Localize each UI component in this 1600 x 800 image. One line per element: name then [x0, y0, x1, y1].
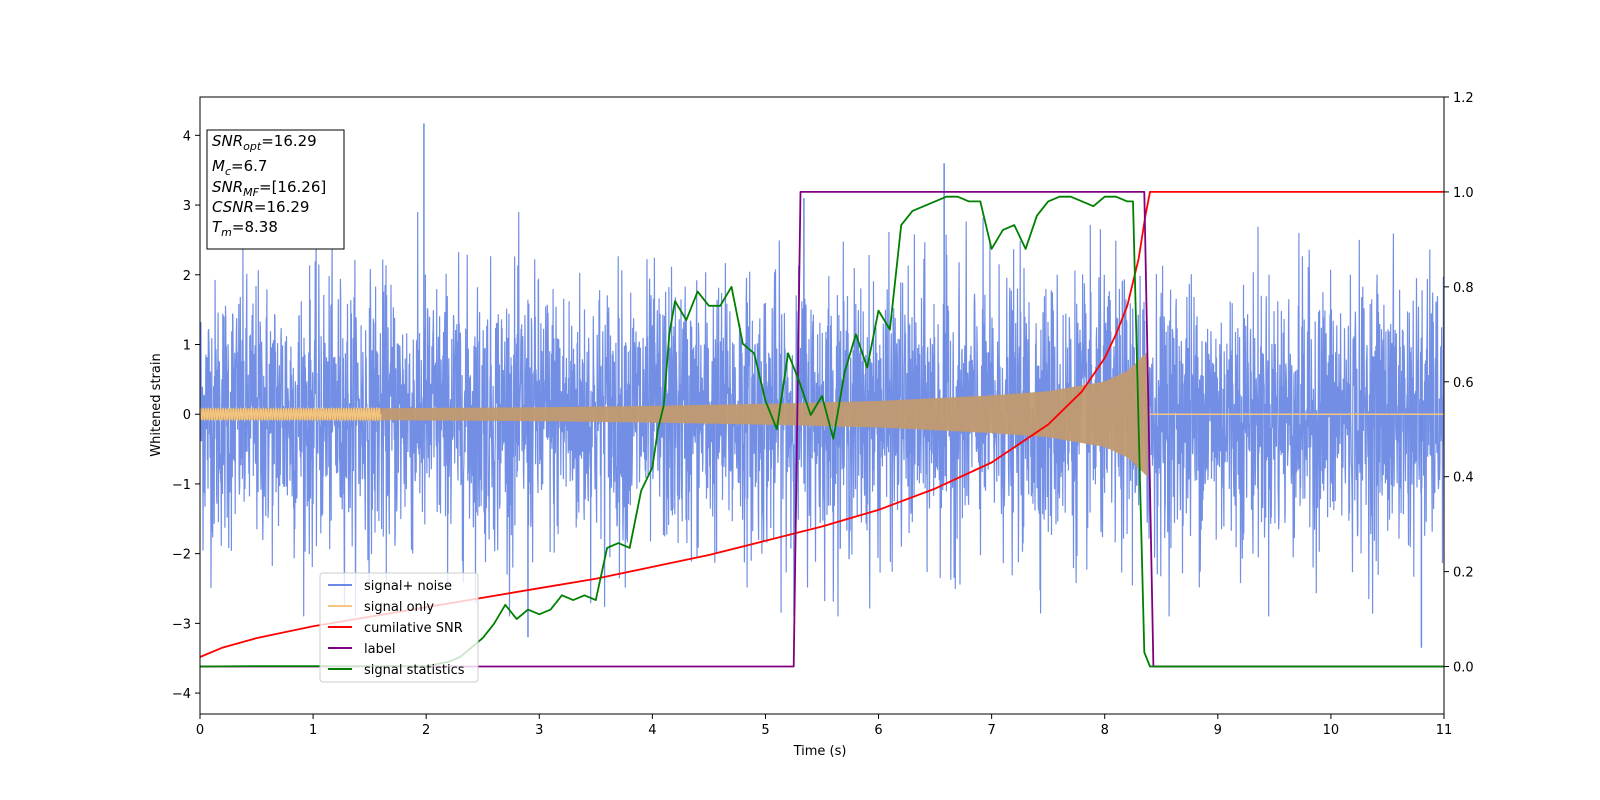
x-tick-label: 10: [1323, 723, 1340, 738]
legend-entry: label: [364, 642, 395, 657]
x-tick-label: 8: [1101, 723, 1109, 738]
y-left-tick-label: 3: [183, 199, 191, 214]
legend-entry: cumilative SNR: [364, 621, 463, 636]
signal-only-wave: [200, 406, 382, 423]
signal-only-series: [200, 351, 1444, 477]
legend-entry: signal only: [364, 600, 434, 615]
y-left-tick-label: 1: [183, 338, 191, 353]
x-tick-label: 11: [1436, 723, 1453, 738]
x-tick-label: 1: [309, 723, 317, 738]
y-right-tick-label: 1.2: [1453, 91, 1474, 106]
y-left-tick-label: −2: [172, 548, 191, 563]
y-axis-label: Whitened strain: [149, 353, 164, 456]
annotation-line: Mc=6.7: [212, 157, 267, 178]
y-right-axis-ticks: 0.0 0.2 0.4 0.6 0.8 1.0 1.2: [1444, 91, 1474, 676]
annotation-line: SNRopt=16.29: [212, 132, 317, 153]
plot-frame: [199, 96, 1445, 715]
y-left-tick-label: −4: [172, 687, 191, 702]
y-right-tick-label: 0.2: [1453, 566, 1474, 581]
y-left-tick-label: 2: [183, 269, 191, 284]
x-tick-label: 5: [761, 723, 769, 738]
x-axis-ticks: 0 1 2 3 4 5 6 7 8 9 10 11: [196, 714, 1452, 738]
x-axis-label: Time (s): [793, 744, 847, 759]
x-tick-label: 2: [422, 723, 430, 738]
legend: signal+ noise signal only cumilative SNR la…: [319, 572, 479, 683]
y-left-tick-label: 0: [183, 408, 191, 423]
signal-noise-line: [200, 211, 1444, 617]
signal-only-envelope: [200, 351, 1148, 477]
y-left-tick-label: −1: [172, 478, 191, 493]
plot-area: [200, 123, 1444, 668]
signal-statistics-series: [200, 195, 1444, 668]
annotation-box: SNRopt=16.29 Mc=6.7SNRMF=[16.26]CSNR=16.2…: [206, 129, 345, 250]
annotation-line: SNRMF=[16.26]: [212, 178, 326, 199]
legend-entry: signal statistics: [364, 663, 465, 678]
x-tick-label: 7: [987, 723, 995, 738]
y-right-tick-label: 0.4: [1453, 471, 1474, 486]
y-left-axis-ticks: −4 −3 −2 −1 0 1 2 3 4: [172, 129, 200, 702]
annotation-line: Tm=8.38: [212, 218, 278, 239]
y-right-tick-label: 0.8: [1453, 281, 1474, 296]
x-tick-label: 9: [1214, 723, 1222, 738]
annotation-line: CSNR=16.29: [212, 198, 309, 216]
y-right-tick-label: 0.0: [1453, 661, 1474, 676]
x-tick-label: 4: [648, 723, 656, 738]
x-tick-label: 0: [196, 723, 204, 738]
y-right-tick-label: 0.6: [1453, 376, 1474, 391]
signal-noise-series: [200, 123, 1444, 648]
legend-frame: [319, 572, 479, 683]
signal-statistics-line: [200, 195, 1444, 668]
legend-entry: signal+ noise: [364, 579, 452, 594]
x-tick-label: 6: [874, 723, 882, 738]
y-right-tick-label: 1.0: [1453, 186, 1474, 201]
x-tick-label: 3: [535, 723, 543, 738]
y-left-tick-label: 4: [183, 129, 191, 144]
annotation-box-frame: [206, 129, 345, 250]
y-left-tick-label: −3: [172, 617, 191, 632]
